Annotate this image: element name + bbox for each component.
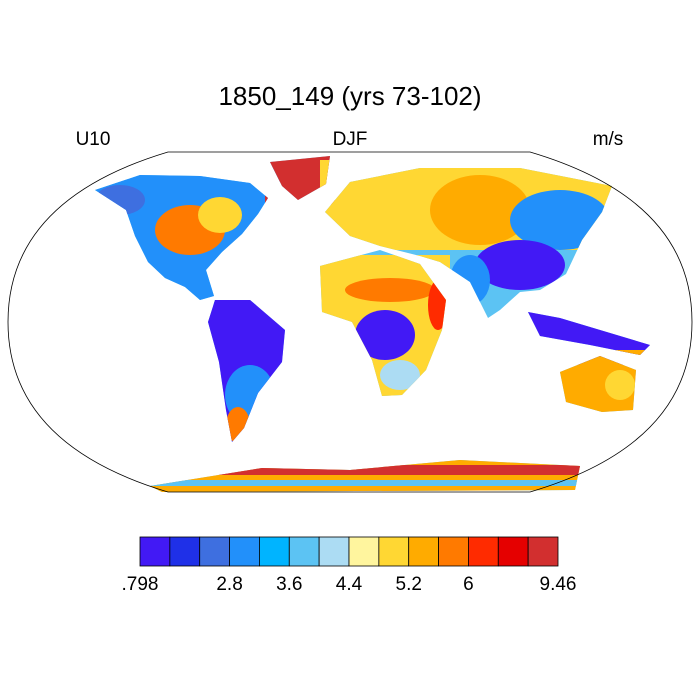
colorbar-box	[139, 536, 171, 567]
title: 1850_149 (yrs 73-102)	[218, 81, 481, 111]
colorbar-label: 4.4	[336, 574, 363, 595]
colorbar-box	[318, 536, 350, 567]
colorbar-label: 6	[463, 574, 474, 595]
colorbar-box	[527, 536, 559, 567]
wind-field	[95, 156, 650, 492]
colorbar-box	[288, 536, 320, 567]
colorbar-label: 9.46	[540, 574, 577, 595]
colorbar-box	[229, 536, 260, 567]
colorbar-label: 2.8	[216, 574, 242, 595]
units-label: m/s	[593, 129, 624, 150]
map-outline	[7, 151, 693, 493]
colorbar-label: 5.2	[396, 574, 422, 595]
colorbar-box	[468, 536, 499, 567]
colorbar-box	[259, 536, 290, 567]
colorbar-box	[497, 536, 529, 567]
colorbar-box	[378, 536, 410, 567]
colorbar-box	[348, 536, 380, 567]
colorbar-label: .798	[122, 574, 159, 595]
colorbar-box	[408, 536, 439, 567]
colorbar-label: 3.6	[276, 574, 302, 595]
variable-label: U10	[76, 129, 111, 150]
colorbar-box	[438, 536, 469, 567]
colorbar-box	[199, 536, 230, 567]
season-label: DJF	[333, 129, 368, 150]
colorbar-box	[169, 536, 201, 567]
